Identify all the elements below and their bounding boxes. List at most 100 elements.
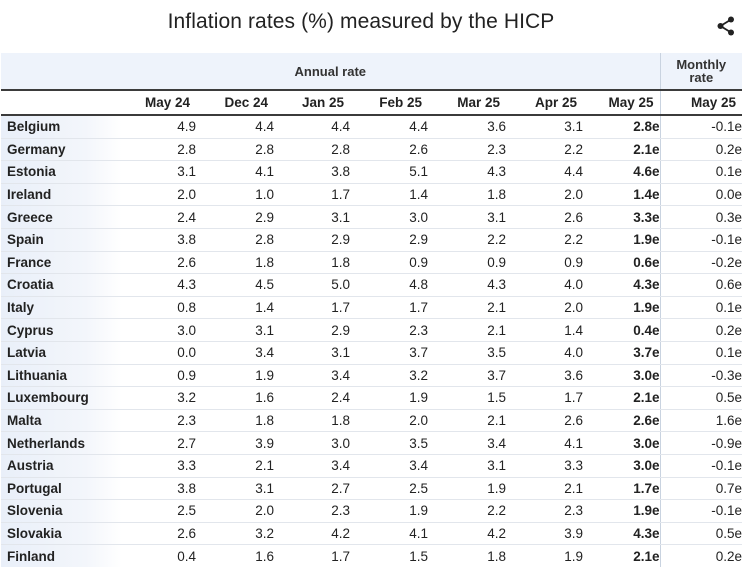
value-cell: 3.7 [428,364,506,388]
column-header-row: May 24 Dec 24 Jan 25 Feb 25 Mar 25 Apr 2… [1,89,743,116]
table-row: Cyprus 3.0 3.1 2.9 2.3 2.1 1.4 0.4e 0.2e [1,318,743,342]
value-cell: 2.6 [506,409,583,433]
value-cell: 4.1 [196,160,274,184]
value-cell: 2.5 [122,499,196,523]
value-cell: 3.1 [122,160,196,184]
value-cell: 0.0e [660,183,743,207]
value-cell: 5.1 [350,160,428,184]
table-row: Belgium 4.9 4.4 4.4 4.4 3.6 3.1 2.8e -0.1e [1,115,743,139]
value-cell: 1.4 [506,318,583,342]
value-cell: 3.1 [428,205,506,229]
value-cell: 1.9e [583,296,661,320]
value-cell: 0.1e [660,296,743,320]
value-cell: 0.4 [177,548,196,564]
value-cell: 3.4 [274,454,350,478]
country-cell: Malta [1,409,122,433]
value-cell: 0.9 [122,364,196,388]
value-cell: 2.3 [428,138,506,162]
value-cell: 3.6 [428,115,506,139]
table-row: Croatia 4.3 4.5 5.0 4.8 4.3 4.0 4.3e 0.6e [1,273,743,297]
value-cell: 1.4e [583,183,661,207]
value-cell: 2.5 [350,477,428,501]
value-cell: 4.6e [583,160,661,184]
value-cell: 2.9 [274,228,350,252]
value-cell: 2.2 [428,228,506,252]
value-cell: 2.6 [122,522,196,546]
country-cell: Netherlands [1,431,122,455]
value-cell: 3.9 [196,431,274,455]
value-cell: 1.8 [274,251,350,275]
value-cell: 4.3 [428,160,506,184]
value-cell: 3.0 [350,205,428,229]
value-cell: 4.2 [428,522,506,546]
country-cell: Cyprus [1,318,122,342]
value-cell: 3.1 [196,318,274,342]
value-cell: 3.8 [122,477,196,501]
table-body: Belgium 4.9 4.4 4.4 4.4 3.6 3.1 2.8e -0.1e German… [1,115,743,567]
table-row: Luxembourg 3.2 1.6 2.4 1.9 1.5 1.7 2.1e 0.5e [1,386,743,410]
value-cell: 3.0e [583,454,661,478]
value-cell: 3.3e [583,205,661,229]
table-row: Finland 0.4 1.6 1.7 1.5 1.8 1.9 2.1e 0.2e [1,544,743,567]
country-cell: Slovenia [1,499,122,523]
value-cell: -0.1e [660,499,743,523]
annual-rate-header: Annual rate [1,53,661,90]
value-cell: 4.8 [350,273,428,297]
share-icon[interactable] [714,14,738,38]
value-cell: 1.7e [583,477,661,501]
value-cell: 0.2e [660,138,743,162]
value-cell: 2.8 [122,138,196,162]
value-cell: 1.8 [487,548,506,564]
value-cell: 2.6 [506,205,583,229]
value-cell: 4.4 [196,115,274,139]
value-cell: 1.7 [331,548,350,564]
value-cell: 2.6e [583,409,661,433]
value-cell: 1.8 [196,251,274,275]
value-cell: 1.7 [274,296,350,320]
value-cell: 2.2 [506,228,583,252]
value-cell: 0.9 [350,251,428,275]
value-cell: 4.4 [274,115,350,139]
value-cell: 2.7 [274,477,350,501]
value-cell: 4.1 [506,431,583,455]
value-cell: 1.9e [583,499,661,523]
value-cell: 0.2e [715,548,743,564]
value-cell: 4.0 [506,341,583,365]
value-cell: 3.7e [583,341,661,365]
column-header: Mar 25 [428,89,506,116]
table-row: Slovakia 2.6 3.2 4.2 4.1 4.2 3.9 4.3e 0.5e [1,522,743,546]
country-cell: Slovakia [1,522,122,546]
table-row: France 2.6 1.8 1.8 0.9 0.9 0.9 0.6e -0.2e [1,251,743,275]
value-cell: 2.3 [274,499,350,523]
value-cell: 2.1e [583,386,661,410]
value-cell: 3.0 [274,431,350,455]
value-cell: 4.2 [274,522,350,546]
value-cell: 3.4 [196,341,274,365]
value-cell: 2.0 [196,499,274,523]
value-cell: 2.6 [122,251,196,275]
value-cell: 1.0 [196,183,274,207]
value-cell: 4.4 [350,115,428,139]
value-cell: 2.4 [122,205,196,229]
country-cell: Finland [1,544,122,567]
value-cell: 2.1e [583,138,661,162]
value-cell: 2.3 [122,409,196,433]
country-cell: Belgium [1,115,122,139]
column-header: May 25 [660,89,743,116]
value-cell: 0.9 [506,251,583,275]
chart-title: Inflation rates (%) measured by the HICP [167,10,555,33]
column-header: May 24 [122,89,196,116]
table-row: Slovenia 2.5 2.0 2.3 1.9 2.2 2.3 1.9e -0.1e [1,499,743,523]
value-cell: 1.8 [428,183,506,207]
table-row: Malta 2.3 1.8 1.8 2.0 2.1 2.6 2.6e 1.6e [1,409,743,433]
value-cell: 2.8 [196,228,274,252]
value-cell: 0.2e [660,318,743,342]
value-cell: 1.4 [196,296,274,320]
value-cell: 1.4 [350,183,428,207]
value-cell: 1.6e [660,409,743,433]
value-cell: 2.0 [350,409,428,433]
value-cell: 4.1 [350,522,428,546]
country-cell: Luxembourg [1,386,122,410]
column-header: May 25 [583,89,661,116]
country-column-header [1,89,122,116]
